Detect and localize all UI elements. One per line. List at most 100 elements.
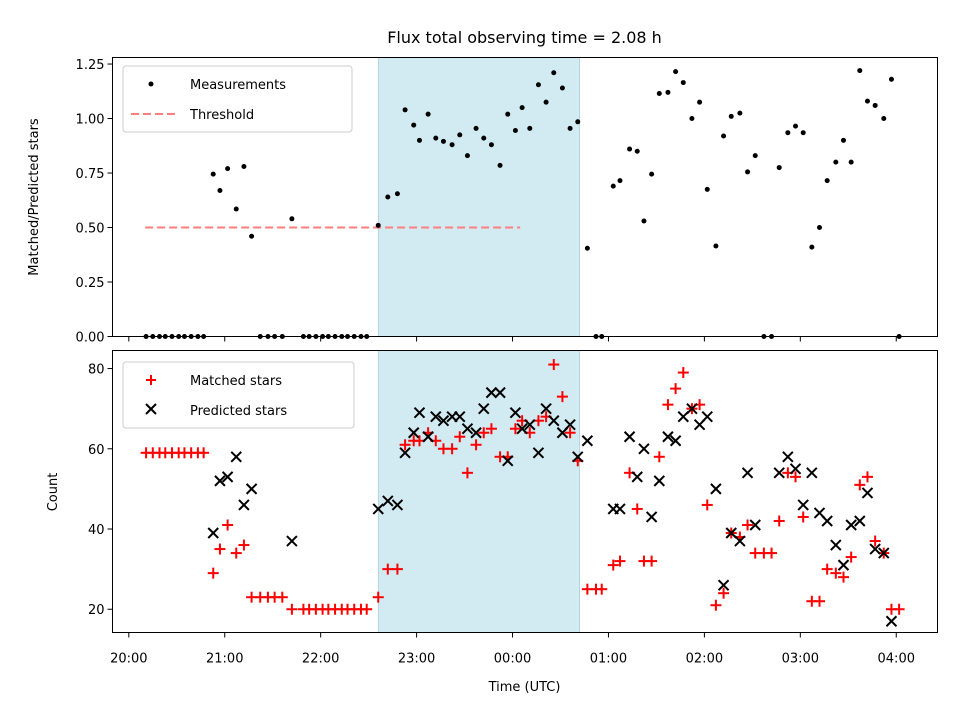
predicted-star-point <box>372 503 384 515</box>
predicted-star-point <box>614 503 626 515</box>
x-tick-label: 23:00 <box>398 652 435 667</box>
measurement-point <box>425 111 431 117</box>
measurement-point <box>857 68 863 74</box>
matched-star-point <box>607 559 619 571</box>
measurement-point <box>634 148 640 154</box>
predicted-star-point <box>701 410 713 423</box>
measurement-point <box>728 113 734 119</box>
predicted-star-point <box>485 386 498 399</box>
measurement-point <box>457 132 463 138</box>
matched-star-point <box>631 503 643 515</box>
matched-star-point <box>869 535 881 547</box>
x-axis-label: Time (UTC) <box>488 680 561 695</box>
predicted-star-point <box>623 431 636 443</box>
matched-star-point <box>701 499 713 511</box>
predicted-star-point <box>230 451 242 463</box>
predicted-star-point <box>245 483 258 495</box>
measurement-point <box>689 116 695 122</box>
measurement-point <box>210 171 216 177</box>
ratio-panel: 0.00 0.25 0.50 0.75 1.00 1.25 Matched/Predict… <box>27 57 938 346</box>
measurement-point <box>241 163 247 169</box>
measurement-point <box>440 138 446 144</box>
matched-star-point <box>845 551 857 563</box>
y-tick-label: 20 <box>88 603 105 618</box>
measurement-point <box>249 233 255 239</box>
matched-star-point <box>478 427 490 439</box>
legend-threshold: Threshold <box>189 108 254 123</box>
measurement-point <box>665 89 671 95</box>
predicted-star-point <box>461 423 474 435</box>
predicted-star-point <box>399 447 411 459</box>
measurement-point <box>416 137 422 143</box>
predicted-star-point <box>478 402 490 415</box>
measurement-point <box>872 102 878 108</box>
measurement-point <box>233 206 239 212</box>
measurement-point <box>610 183 616 189</box>
ratio-panel-frame <box>112 57 938 337</box>
x-tick-label: 20:00 <box>110 652 147 667</box>
measurement-point <box>535 82 541 88</box>
predicted-star-point <box>773 467 785 479</box>
predicted-star-point <box>548 414 560 427</box>
measurement-point <box>488 142 494 148</box>
predicted-star-point <box>572 451 584 463</box>
count-panel: 20 40 60 80 20:00 21:00 22:00 23:00 00:00 01:00 0… <box>46 350 938 695</box>
matched-star-point <box>454 431 466 443</box>
measurement-point <box>833 159 839 165</box>
predicted-star-point <box>391 499 404 511</box>
y-axis-label-bottom: Count <box>46 473 61 512</box>
legend-top: Measurements Threshold <box>122 65 353 133</box>
predicted-star-point <box>631 471 643 483</box>
measurement-point <box>584 245 590 251</box>
measurement-point <box>433 135 439 141</box>
predicted-star-point <box>470 427 482 439</box>
predicted-star-point <box>717 579 730 591</box>
x-tick-label: 21:00 <box>206 652 243 667</box>
predicted-star-point <box>422 431 434 443</box>
measurement-point <box>737 110 743 116</box>
predicted-star-point <box>749 519 761 531</box>
matched-star-point <box>861 471 873 483</box>
x-tick-label: 22:00 <box>302 652 339 667</box>
measurement-point <box>473 125 479 131</box>
predicted-star-point <box>878 547 890 559</box>
predicted-star-point <box>214 475 226 487</box>
y-tick-label: 1.00 <box>76 113 105 128</box>
matched-star-point <box>814 595 826 607</box>
y-tick-label: 0.50 <box>76 222 105 237</box>
y-tick-label: 0.00 <box>76 331 105 346</box>
matched-star-point <box>718 587 730 599</box>
measurement-point <box>519 105 525 111</box>
legend-box-top <box>122 65 353 133</box>
predicted-star-point <box>413 406 426 419</box>
predicted-star-point <box>437 414 450 427</box>
measurement-point <box>464 153 470 159</box>
measurement-point <box>481 135 487 141</box>
measurement-point <box>527 125 533 131</box>
matched-star-point <box>207 567 219 579</box>
matched-star-point <box>564 427 576 439</box>
y-tick-label: 60 <box>88 443 105 458</box>
y-tick-label: 80 <box>88 363 105 378</box>
measurement-point <box>512 128 518 134</box>
measurement-point <box>543 99 549 105</box>
measurement-point <box>793 123 799 129</box>
measurement-point <box>704 186 710 192</box>
x-tick-label: 03:00 <box>782 652 819 667</box>
measurement-point <box>697 99 703 105</box>
predicted-star-point <box>854 515 866 527</box>
x-tick-label: 04:00 <box>878 652 915 667</box>
matched-star-point <box>446 443 458 455</box>
measurement-point <box>745 169 751 175</box>
predicted-star-point <box>806 467 818 479</box>
x-axis-ticks-bottom: 20:00 21:00 22:00 23:00 00:00 01:00 02:00 03:00… <box>110 632 915 667</box>
measurement-point <box>649 171 655 177</box>
matched-star-point <box>670 383 682 395</box>
predicted-star-point <box>524 419 536 431</box>
measurement-point <box>449 142 455 148</box>
matched-star-point <box>821 563 833 575</box>
y-axis-ticks-bottom: 20 40 60 80 <box>88 363 113 618</box>
matched-star-point <box>830 567 842 579</box>
legend-matched-stars: Matched stars <box>190 374 282 389</box>
